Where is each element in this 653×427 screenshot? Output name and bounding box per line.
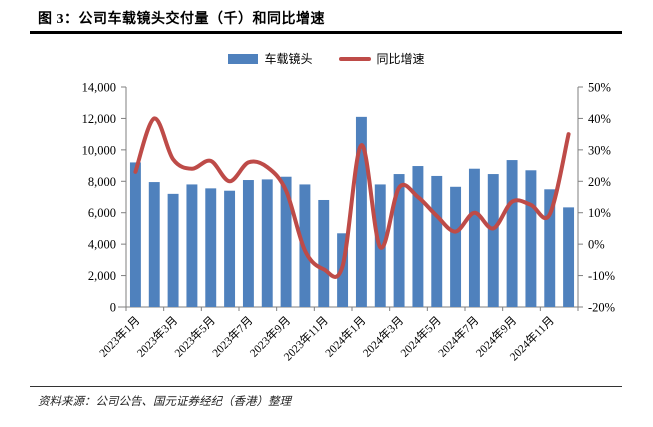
bar bbox=[393, 174, 405, 307]
bar bbox=[242, 180, 254, 307]
y-left-tick-label: 4,000 bbox=[88, 238, 116, 252]
y-left-tick-label: 12,000 bbox=[82, 112, 116, 126]
source-note: 资料来源：公司公告、国元证券经纪（香港）整理 bbox=[38, 396, 291, 408]
bar bbox=[487, 174, 499, 307]
chart-canvas: 0 2,000 4,000 6,000 8,000 10,000 12,000 14,000 -… bbox=[82, 81, 615, 364]
bar bbox=[563, 207, 575, 307]
bar-swatch-icon bbox=[228, 53, 259, 64]
bar bbox=[544, 189, 556, 307]
y-axis-right: -20% -10% 0% 10% 20% 30% 40% 50% bbox=[578, 81, 615, 315]
y-left-tick-label: 6,000 bbox=[88, 206, 116, 220]
legend-item-line-series: 同比增速 bbox=[338, 50, 425, 67]
source-divider bbox=[30, 386, 622, 387]
bar bbox=[224, 190, 236, 307]
line-swatch-icon bbox=[338, 56, 371, 61]
bar bbox=[506, 160, 518, 307]
y-right-tick-label: -20% bbox=[588, 301, 615, 315]
y-left-tick-label: 0 bbox=[110, 301, 116, 315]
title-underline bbox=[30, 31, 622, 34]
y-left-tick-label: 8,000 bbox=[88, 175, 116, 189]
y-right-tick-label: 30% bbox=[588, 143, 611, 157]
x-axis-labels: 2023年1月2023年3月2023年5月2023年7月2023年9月2023年… bbox=[96, 313, 557, 363]
bar bbox=[186, 184, 198, 307]
bar bbox=[450, 186, 462, 307]
bar bbox=[148, 182, 160, 307]
y-right-tick-label: 40% bbox=[588, 112, 611, 126]
bar bbox=[355, 116, 367, 307]
legend-item-bar-series: 车载镜头 bbox=[228, 50, 313, 67]
bar bbox=[261, 179, 273, 307]
y-left-tick-label: 14,000 bbox=[82, 81, 116, 95]
y-right-tick-label: 50% bbox=[588, 81, 611, 95]
y-right-tick-label: 10% bbox=[588, 206, 611, 220]
chart-legend: 车载镜头 同比增速 bbox=[0, 50, 653, 67]
figure-title: 图 3：公司车载镜头交付量（千）和同比增速 bbox=[38, 12, 325, 27]
y-left-tick-label: 2,000 bbox=[88, 269, 116, 283]
y-left-tick-label: 10,000 bbox=[82, 143, 116, 157]
bar bbox=[468, 168, 480, 307]
line-series bbox=[133, 116, 571, 279]
bar bbox=[412, 166, 424, 307]
chart-area: 0 2,000 4,000 6,000 8,000 10,000 12,000 14,000 -… bbox=[0, 70, 653, 375]
legend-label-line-series: 同比增速 bbox=[376, 52, 425, 66]
bar bbox=[280, 176, 292, 307]
y-right-tick-label: 20% bbox=[588, 175, 611, 189]
legend-label-bar-series: 车载镜头 bbox=[264, 52, 313, 66]
y-right-tick-label: -10% bbox=[588, 269, 615, 283]
x-axis-ticks bbox=[125, 307, 579, 311]
y-axis-left: 0 2,000 4,000 6,000 8,000 10,000 12,000 14,000 bbox=[82, 81, 126, 315]
bar bbox=[525, 170, 537, 307]
bar bbox=[129, 162, 141, 307]
y-right-tick-label: 0% bbox=[588, 238, 605, 252]
bar bbox=[167, 193, 179, 307]
bar bbox=[318, 199, 330, 307]
bar bbox=[431, 175, 443, 307]
bar bbox=[205, 188, 217, 307]
